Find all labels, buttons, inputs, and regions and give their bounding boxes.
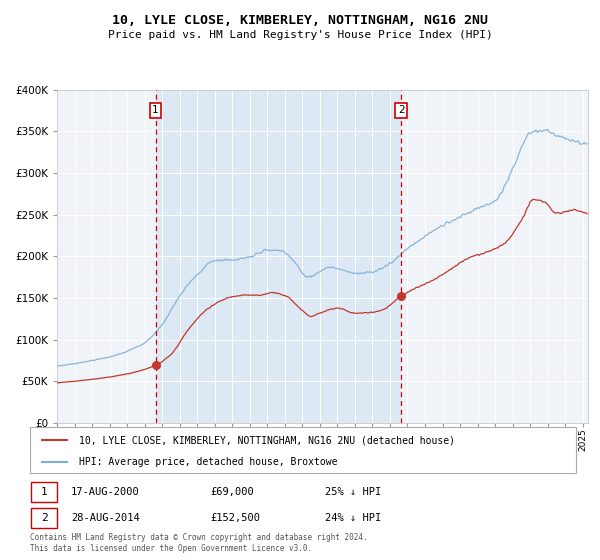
Text: HPI: Average price, detached house, Broxtowe: HPI: Average price, detached house, Brox…: [79, 457, 338, 466]
Text: Price paid vs. HM Land Registry's House Price Index (HPI): Price paid vs. HM Land Registry's House …: [107, 30, 493, 40]
Text: 10, LYLE CLOSE, KIMBERLEY, NOTTINGHAM, NG16 2NU (detached house): 10, LYLE CLOSE, KIMBERLEY, NOTTINGHAM, N…: [79, 435, 455, 445]
Text: 2: 2: [398, 105, 404, 115]
Bar: [31, 482, 58, 502]
Text: 10, LYLE CLOSE, KIMBERLEY, NOTTINGHAM, NG16 2NU: 10, LYLE CLOSE, KIMBERLEY, NOTTINGHAM, N…: [112, 14, 488, 27]
Text: 17-AUG-2000: 17-AUG-2000: [71, 487, 140, 497]
Text: 1: 1: [41, 487, 47, 497]
Text: 1: 1: [152, 105, 159, 115]
Text: 25% ↓ HPI: 25% ↓ HPI: [325, 487, 381, 497]
Bar: [155, 90, 401, 423]
Bar: [31, 508, 58, 528]
Text: Contains HM Land Registry data © Crown copyright and database right 2024.
This d: Contains HM Land Registry data © Crown c…: [30, 533, 368, 553]
Text: £69,000: £69,000: [210, 487, 254, 497]
Text: 2: 2: [41, 513, 47, 523]
Text: 28-AUG-2014: 28-AUG-2014: [71, 513, 140, 523]
Text: £152,500: £152,500: [210, 513, 260, 523]
Text: 24% ↓ HPI: 24% ↓ HPI: [325, 513, 381, 523]
